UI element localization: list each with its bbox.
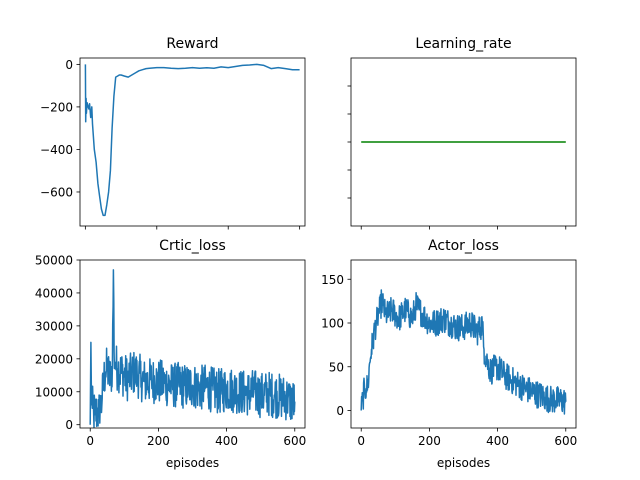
x-tick-label: 600	[283, 434, 306, 448]
y-tick-label: −600	[40, 185, 73, 199]
y-tick-label: 0	[65, 418, 73, 432]
y-tick-label: 40000	[35, 286, 73, 300]
y-tick-label: −400	[40, 143, 73, 157]
actor-loss-title: Actor_loss	[428, 238, 499, 254]
plot-frame	[79, 259, 306, 429]
x-tick-label: 0	[86, 434, 94, 448]
critic-loss-xlabel: episodes	[166, 456, 219, 470]
y-tick-label: 50000	[35, 254, 73, 268]
x-tick-label: 600	[554, 434, 577, 448]
learning-rate-title: Learning_rate	[415, 36, 511, 52]
y-tick-label: 20000	[35, 352, 73, 366]
y-tick-label: 0	[65, 58, 73, 72]
x-tick-label: 200	[147, 434, 170, 448]
x-tick-label: 200	[418, 434, 441, 448]
y-tick-label: 100	[321, 317, 344, 331]
series-line	[89, 269, 296, 429]
plot-frame	[79, 57, 306, 227]
subplot-actor-loss: Actor_loss episodes 0 200 400 600 0 50 100 150	[321, 238, 577, 470]
y-tick-label: −200	[40, 100, 73, 114]
series-line	[84, 63, 300, 217]
y-tick-label: 10000	[35, 385, 73, 399]
y-tick-label: 0	[336, 404, 344, 418]
series-line	[360, 289, 567, 415]
subplot-reward: Reward −600 −400 −200 0	[40, 36, 306, 230]
y-tick-label: 30000	[35, 319, 73, 333]
subplot-learning-rate: Learning_rate	[347, 36, 577, 230]
reward-title: Reward	[166, 36, 218, 52]
x-tick-label: 400	[215, 434, 238, 448]
x-tick-label: 400	[486, 434, 509, 448]
plot-frame	[350, 259, 577, 429]
y-tick-label: 150	[321, 273, 344, 287]
critic-loss-title: Crtic_loss	[159, 238, 226, 254]
subplot-critic-loss: Crtic_loss episodes 0 200 400 600 0 10000 2000…	[35, 238, 306, 470]
y-tick-label: 50	[329, 360, 344, 374]
actor-loss-xlabel: episodes	[437, 456, 490, 470]
x-tick-label: 0	[357, 434, 365, 448]
